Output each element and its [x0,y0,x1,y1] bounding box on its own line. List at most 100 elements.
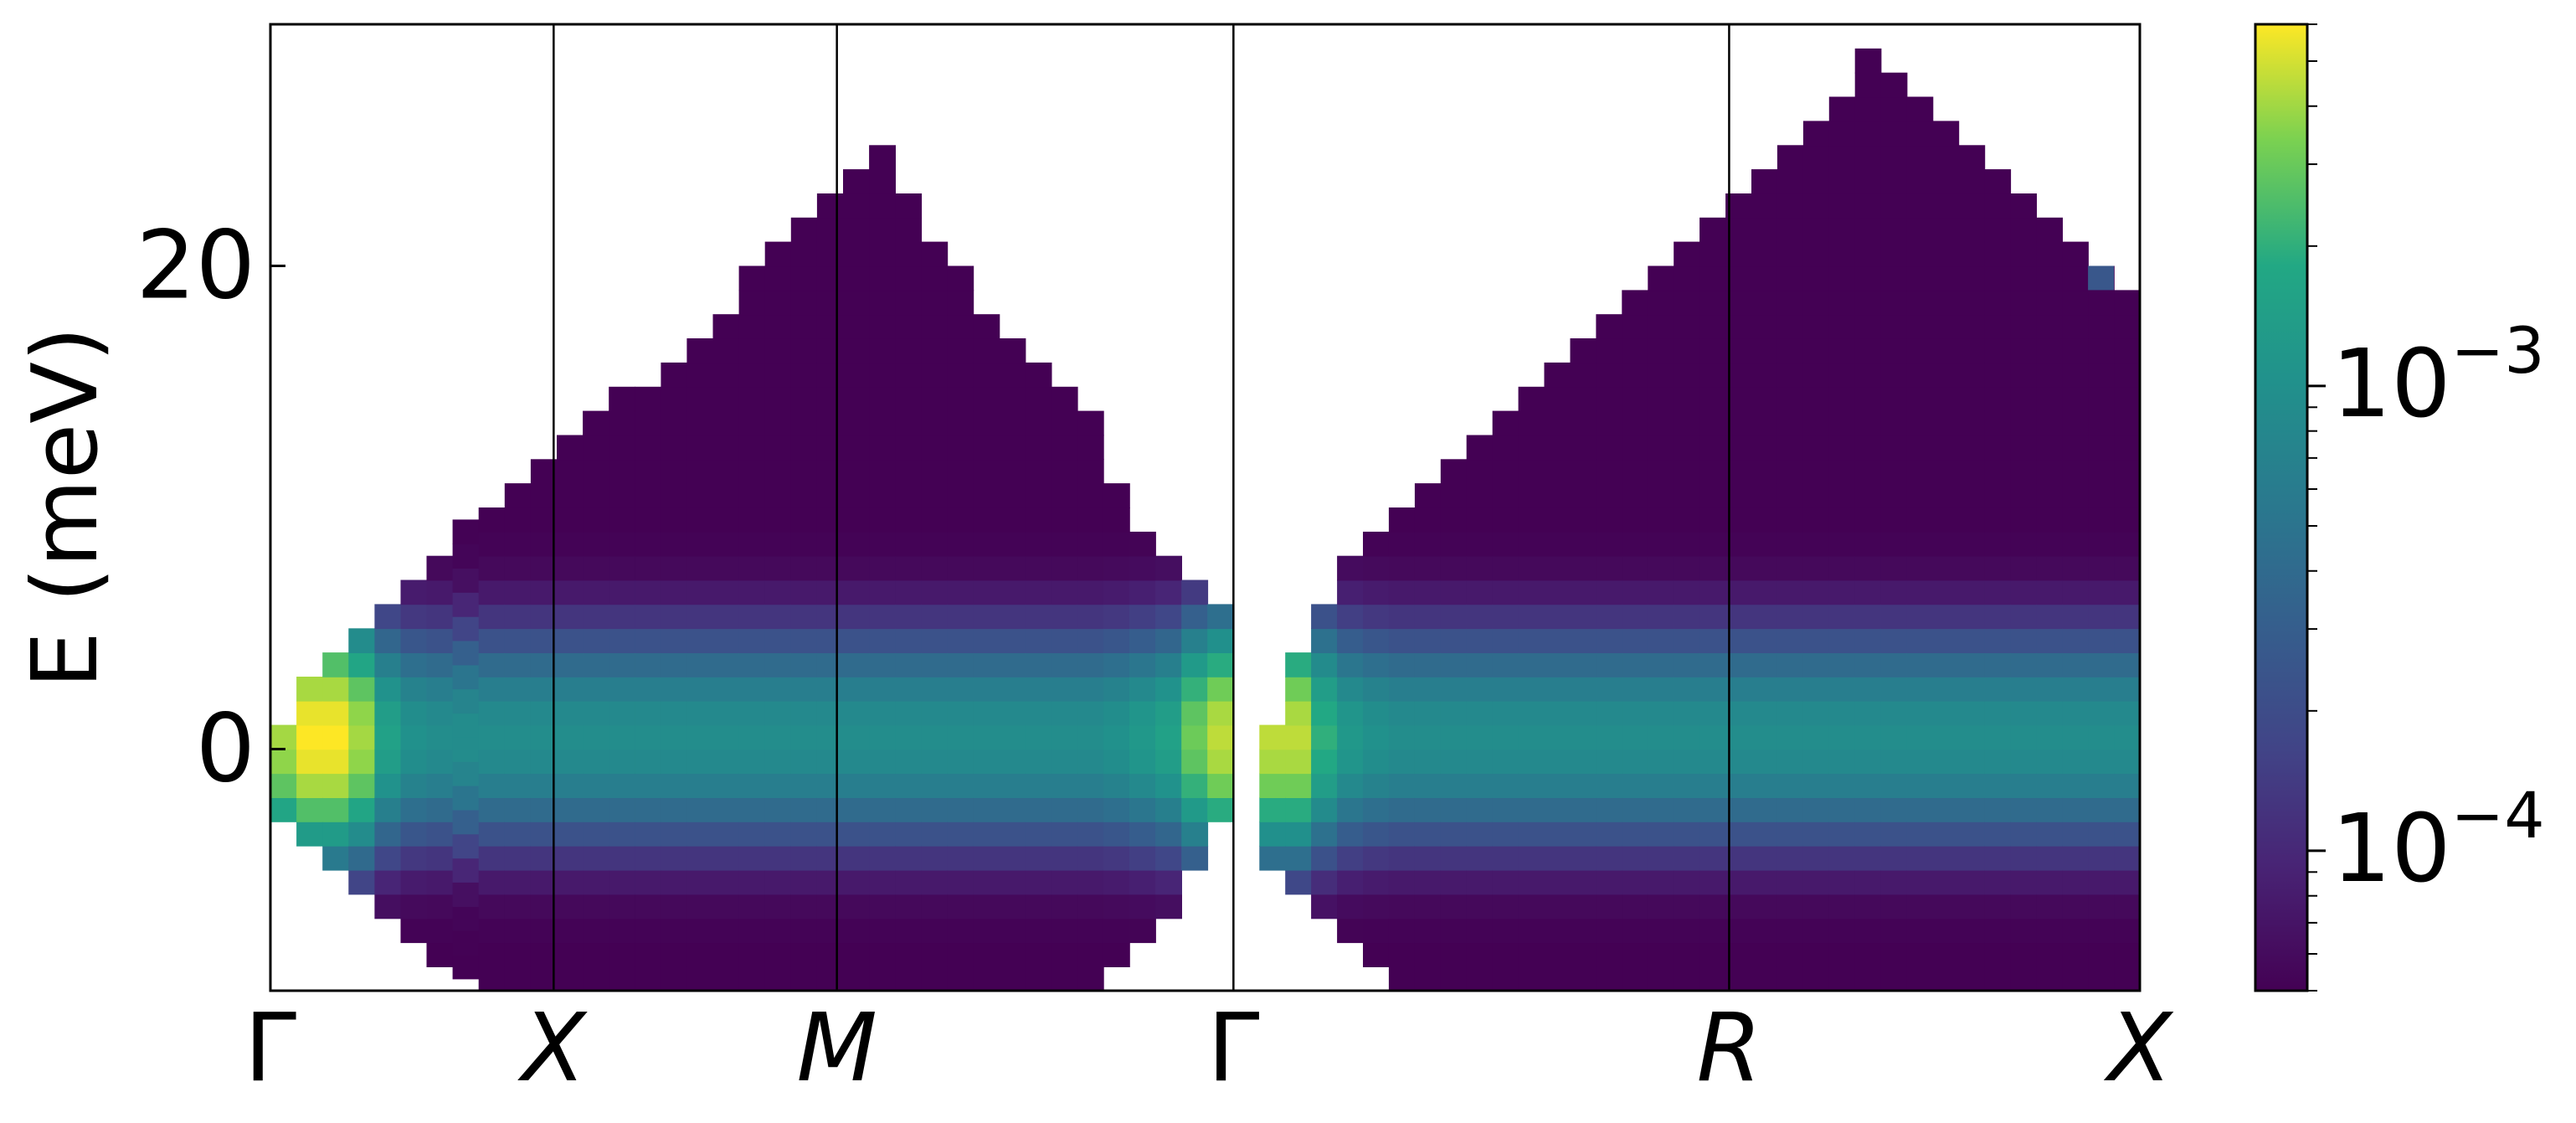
heatmap-cell [322,797,350,822]
heatmap-cell [1388,749,1416,775]
heatmap-cell [1025,531,1052,557]
heatmap-cell [1906,604,1934,630]
heatmap-cell [1880,241,1908,267]
heatmap-cell [1854,531,1882,557]
heatmap-cell [738,410,766,436]
heatmap-cell [1880,918,1908,944]
heatmap-cell [999,483,1026,508]
heatmap-cell [1828,869,1856,895]
heatmap-cell [374,749,402,775]
heatmap-cell [1051,869,1078,895]
heatmap-cell [478,700,506,726]
heatmap-cell [1077,966,1104,991]
heatmap-cell [1854,604,1882,630]
heatmap-cell [661,507,688,533]
heatmap-cell [1544,677,1571,702]
heatmap-cell [1828,531,1856,557]
heatmap-cell [1828,386,1856,412]
heatmap-cell [2010,677,2037,702]
heatmap-cell [1025,362,1052,388]
heatmap-cell [478,628,506,653]
heatmap-cell [1596,652,1623,677]
heatmap-cell [1596,386,1623,412]
y-tick-label: 0 [196,695,255,804]
heatmap-cell [895,217,923,243]
heatmap-cell [1363,724,1390,750]
heatmap-cell [557,604,584,630]
heatmap-cell [1466,724,1494,750]
heatmap-cell [686,894,714,920]
heatmap-cell [1906,435,1934,461]
heatmap-cell [2062,749,2089,775]
heatmap-cell [2036,869,2063,895]
heatmap-cell [843,918,870,944]
heatmap-cell [2114,822,2140,847]
heatmap-cell [2088,531,2115,557]
x-tick-label: R [1697,994,1762,1103]
heatmap-cell [1751,724,1778,750]
heatmap-cell [999,435,1026,461]
heatmap-cell [270,749,297,775]
heatmap-cell [1596,918,1623,944]
heatmap-cell [1518,386,1545,412]
heatmap-cell [1518,652,1545,677]
heatmap-cell [1025,604,1052,630]
heatmap-cell [1129,531,1156,557]
heatmap-cell [947,700,974,726]
heatmap-cell [1854,942,1882,967]
heatmap-cell [635,677,662,702]
heatmap-cell [816,193,844,219]
heatmap-cell [869,604,896,630]
heatmap-cell [1129,845,1156,871]
heatmap-cell [1129,822,1156,847]
heatmap-cell [478,894,506,920]
heatmap-cell [609,942,636,967]
heatmap-cell [1906,217,1934,243]
heatmap-cell [1492,724,1519,750]
heatmap-cell [1932,652,1960,677]
heatmap-cell [973,628,1000,653]
heatmap-cell [973,386,1000,412]
heatmap-cell [686,386,714,412]
heatmap-cell [1958,894,1986,920]
heatmap-cell [1854,845,1882,871]
heatmap-cell [400,652,428,677]
heatmap-cell [1802,362,1830,388]
heatmap-cell [1932,241,1960,267]
heatmap-cell [947,797,974,822]
heatmap-cell [1051,700,1078,726]
heatmap-cell [1544,822,1571,847]
heatmap-cell [348,749,376,775]
heatmap-cell [1051,410,1078,436]
heatmap-cell [557,894,584,920]
heatmap-cell [1596,966,1623,991]
heatmap-cell [1906,652,1934,677]
heatmap-cell [947,845,974,871]
heatmap-cell [1932,217,1960,243]
heatmap-cell [843,435,870,461]
heatmap-cell [1337,749,1364,775]
heatmap-cell [816,749,844,775]
heatmap-cell [1699,338,1726,363]
heatmap-cell [1984,797,2012,822]
heatmap-cell [1932,942,1960,967]
heatmap-cell [712,459,740,484]
heatmap-cell [296,724,323,750]
heatmap-cell [2114,507,2140,533]
heatmap-cell [1077,483,1104,508]
heatmap-cell [1025,628,1052,653]
heatmap-cell [1388,822,1416,847]
heatmap-cell [2036,314,2063,339]
heatmap-cell [2114,724,2140,750]
heatmap-cell [557,580,584,605]
heatmap-cell [1181,845,1209,871]
heatmap-cell [1518,845,1545,871]
heatmap-cell [1802,797,1830,822]
heatmap-cell [1854,555,1882,581]
heatmap-cell [1958,169,1986,194]
heatmap-cell [452,809,480,835]
heatmap-cell [1544,869,1571,895]
heatmap-cell [1259,773,1286,798]
heatmap-cell [1880,435,1908,461]
heatmap-cell [2088,314,2115,339]
